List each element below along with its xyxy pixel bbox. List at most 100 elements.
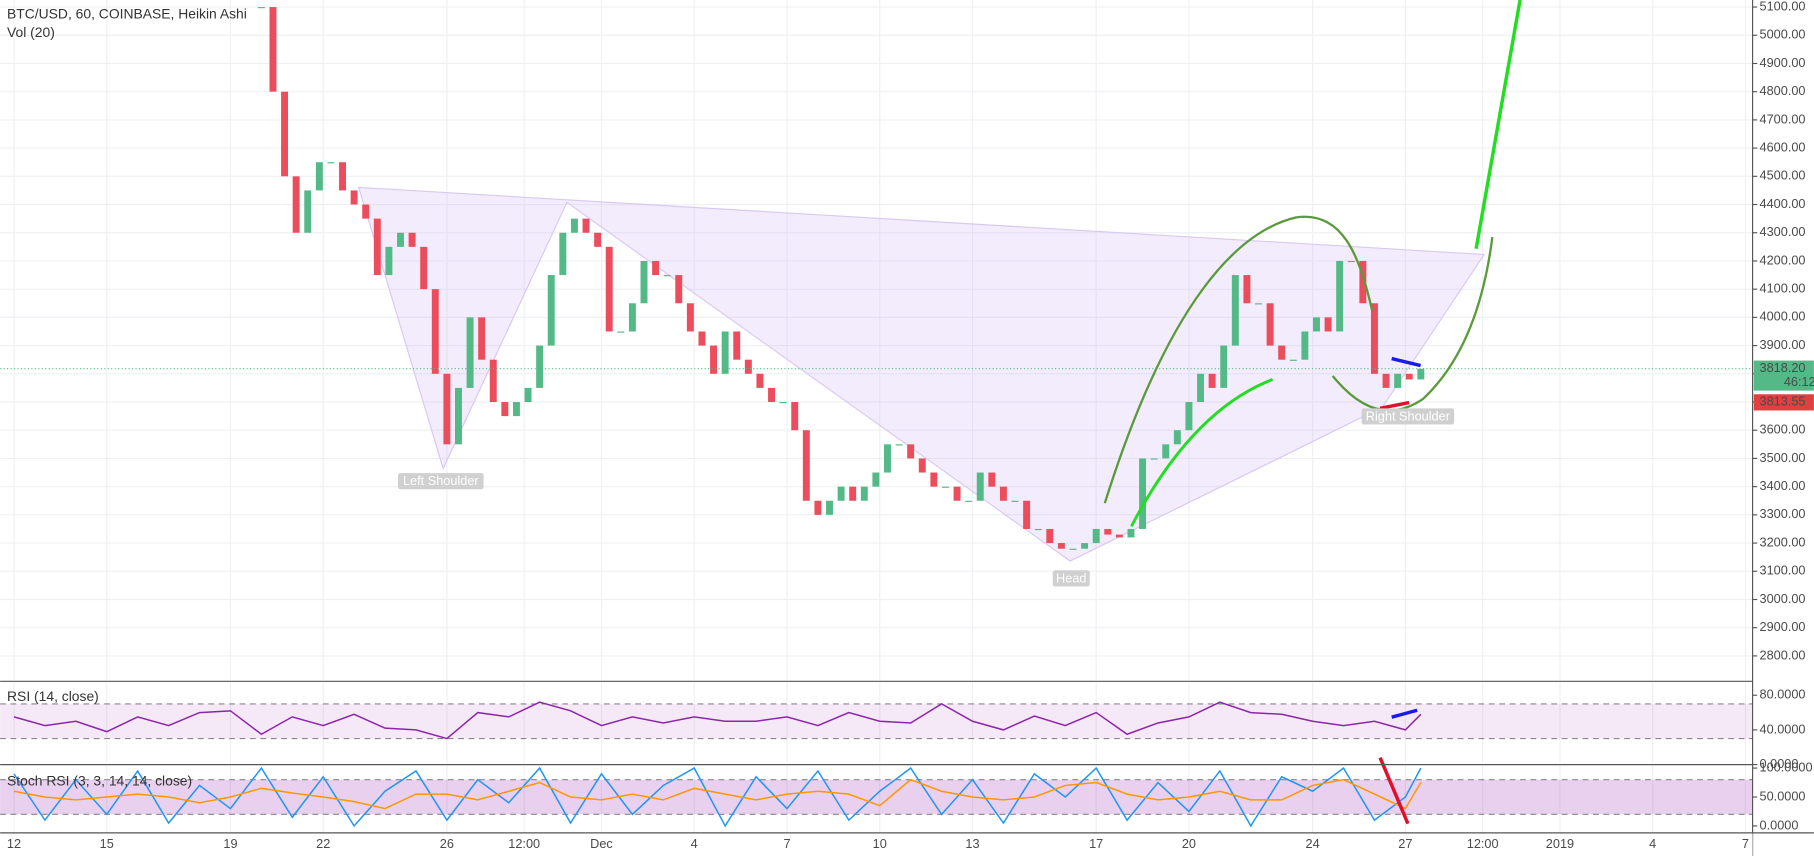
price-label-bg <box>1753 394 1814 411</box>
candle <box>918 458 926 473</box>
candle <box>547 275 555 346</box>
candle <box>988 472 996 487</box>
candle <box>339 162 347 191</box>
x-tick-label: 17 <box>1089 836 1103 851</box>
grid <box>0 0 1753 833</box>
candle <box>1034 528 1042 531</box>
trend-arc <box>1130 378 1274 527</box>
candle <box>281 91 289 177</box>
divergence-line <box>1378 757 1410 825</box>
annotation: Left Shoulder <box>403 473 479 488</box>
annotation-bg <box>398 473 484 490</box>
y-tick-label: 2800.00 <box>1760 647 1806 662</box>
candle <box>1150 458 1158 460</box>
y-tick-label: 4000.00 <box>1760 309 1806 324</box>
candle <box>1417 368 1425 380</box>
x-tick-label: 12 <box>7 836 21 851</box>
annotation-bg <box>1052 570 1090 587</box>
pattern-fill <box>357 186 1486 562</box>
annotation: Head <box>1056 570 1086 585</box>
x-tick-label: Dec <box>590 836 613 851</box>
x-tick-label: 15 <box>100 836 114 851</box>
candle <box>779 402 787 404</box>
marks <box>0 7 1753 828</box>
candle <box>710 345 718 374</box>
candle <box>826 500 833 515</box>
x-tick-label: 2019 <box>1546 836 1574 851</box>
candle <box>941 486 949 488</box>
candle <box>617 331 625 333</box>
band <box>0 703 1753 739</box>
candle <box>1127 528 1135 538</box>
candle <box>559 232 567 276</box>
x-tick-label: 7 <box>783 836 790 851</box>
price-label-bg <box>1753 360 1814 391</box>
candle <box>501 402 509 417</box>
candle <box>1359 260 1367 304</box>
candle <box>1405 373 1413 380</box>
line <box>13 766 1422 828</box>
candle <box>1255 303 1262 305</box>
projection-line <box>1474 0 1522 250</box>
candle <box>999 486 1007 501</box>
candle <box>1162 444 1170 459</box>
y-tick-label: 4600.00 <box>1760 139 1806 154</box>
candle <box>1069 548 1077 550</box>
x-tick-label: 24 <box>1306 836 1320 851</box>
x-tick-label: 13 <box>965 836 979 851</box>
y-tick-label: 3600.00 <box>1760 422 1806 437</box>
candle <box>605 246 613 332</box>
rsi-title: RSI (14, close) <box>7 688 99 704</box>
candle <box>791 402 799 431</box>
line <box>13 778 1422 810</box>
arc <box>1103 215 1374 504</box>
candle <box>1243 275 1251 304</box>
x-tick-label: 22 <box>316 836 330 851</box>
candle <box>512 402 520 417</box>
candle <box>304 190 312 233</box>
candle <box>768 387 776 403</box>
candle <box>1336 260 1344 332</box>
candle <box>1301 331 1309 360</box>
y-tick-label: 4700.00 <box>1760 111 1806 126</box>
candle <box>443 373 451 445</box>
candle <box>350 190 358 205</box>
candle <box>455 387 462 445</box>
candle <box>756 373 764 388</box>
candle <box>570 218 578 233</box>
y-tick-label: 3200.00 <box>1760 534 1806 549</box>
divergence-line <box>1379 400 1410 411</box>
band <box>0 779 1753 815</box>
candle <box>1081 543 1089 549</box>
candle <box>373 218 381 276</box>
candle <box>1057 543 1065 549</box>
x-tick-label: 4 <box>691 836 698 851</box>
candle <box>1173 430 1181 445</box>
candle <box>431 289 439 374</box>
x-tick-label: 26 <box>440 836 454 851</box>
candle <box>1370 303 1378 374</box>
candle <box>733 331 741 360</box>
candle <box>872 472 880 487</box>
x-tick-label: 27 <box>1398 836 1412 851</box>
candle <box>860 486 868 501</box>
candle <box>466 317 474 388</box>
y-tick-label: 3300.00 <box>1760 506 1806 521</box>
candle <box>1231 275 1239 346</box>
candle <box>1104 528 1112 535</box>
candle <box>884 444 891 473</box>
candle <box>965 500 973 502</box>
candle <box>1185 402 1193 431</box>
candle <box>1278 345 1286 360</box>
stoch-title: Stoch RSI (3, 3, 14, 14, close) <box>7 773 192 789</box>
time-axis <box>0 832 1753 856</box>
y-tick-label: 5100.00 <box>1760 0 1806 13</box>
candle <box>420 246 428 290</box>
candle <box>675 275 683 304</box>
candle <box>536 345 544 388</box>
y-tick-label: 4500.00 <box>1760 168 1806 183</box>
candle <box>257 7 265 9</box>
candle <box>1011 500 1019 502</box>
candle <box>594 232 602 247</box>
